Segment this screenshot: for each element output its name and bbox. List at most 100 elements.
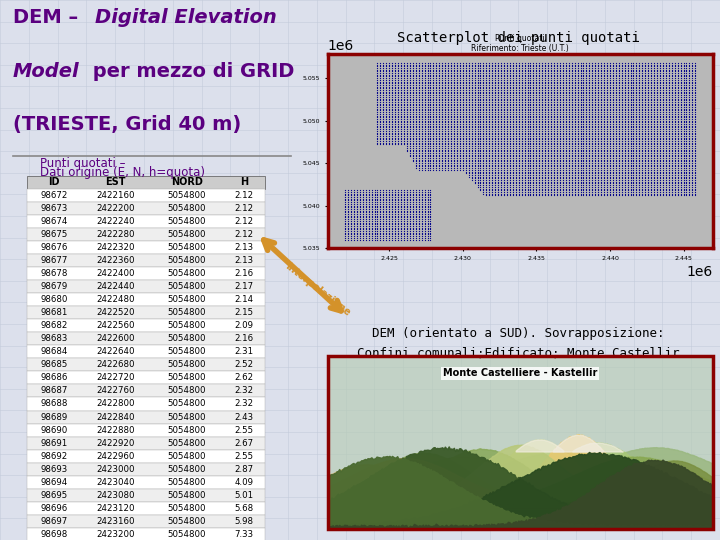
Point: [631, 80, 642, 89]
Point: [616, 150, 628, 159]
Point: [657, 72, 669, 81]
Point: [545, 174, 557, 183]
Point: [642, 84, 654, 93]
Point: [381, 193, 392, 201]
Point: [413, 221, 424, 230]
Bar: [27, 332, 265, 345]
Point: [534, 96, 545, 105]
Point: [663, 144, 675, 152]
Point: [413, 137, 424, 145]
Point: [469, 92, 480, 101]
Point: [595, 145, 607, 154]
Point: [463, 72, 474, 81]
Point: [593, 96, 604, 105]
Point: [398, 203, 410, 212]
Point: [528, 92, 539, 101]
Point: [604, 162, 616, 171]
Point: [384, 208, 395, 217]
Point: [645, 74, 657, 83]
Point: [631, 96, 642, 105]
Point: [680, 99, 692, 108]
Point: [554, 152, 566, 160]
Point: [536, 120, 548, 129]
Point: [672, 186, 683, 194]
Point: [516, 150, 528, 159]
Point: [390, 130, 401, 139]
Point: [345, 188, 356, 197]
Point: [428, 125, 439, 133]
Point: [510, 94, 521, 103]
Point: [522, 179, 534, 188]
Point: [410, 212, 421, 220]
Point: [584, 116, 595, 125]
Point: [504, 137, 516, 145]
Point: [484, 123, 495, 132]
Point: [472, 76, 483, 84]
Point: [480, 58, 492, 67]
Point: [648, 96, 660, 105]
Point: [525, 176, 536, 184]
Text: EST: EST: [106, 177, 126, 187]
Point: [593, 178, 604, 186]
Point: [577, 126, 589, 135]
Point: [474, 142, 486, 151]
Point: [598, 176, 610, 184]
Point: [560, 150, 572, 159]
Point: [457, 82, 469, 91]
Point: [687, 160, 698, 169]
Point: [387, 82, 398, 91]
Point: [539, 181, 551, 190]
Point: [584, 92, 595, 101]
Point: [616, 156, 628, 164]
Point: [613, 69, 624, 77]
Point: [407, 145, 418, 154]
Point: [516, 171, 528, 179]
Point: [601, 171, 613, 179]
Text: 98689: 98689: [40, 413, 68, 422]
Point: [598, 116, 610, 125]
Point: [549, 108, 560, 117]
Point: [639, 133, 651, 142]
Point: [595, 164, 607, 172]
Point: [401, 132, 413, 140]
Point: [690, 190, 701, 198]
Point: [584, 160, 595, 169]
Point: [351, 224, 363, 232]
Point: [351, 188, 363, 197]
Point: [474, 86, 486, 94]
Point: [542, 113, 554, 122]
Point: [398, 130, 410, 139]
Point: [387, 235, 398, 244]
Point: [575, 113, 586, 122]
Point: [422, 82, 433, 91]
Point: [595, 113, 607, 122]
Point: [678, 171, 689, 179]
Point: [604, 130, 616, 139]
Point: [652, 126, 663, 135]
Point: [672, 171, 683, 179]
Point: [604, 62, 616, 71]
Point: [642, 172, 654, 181]
Point: [669, 65, 680, 74]
Point: [552, 60, 563, 69]
Point: [487, 126, 498, 135]
Point: [490, 82, 501, 91]
Point: [678, 181, 689, 190]
Point: [384, 201, 395, 210]
Point: [678, 140, 689, 149]
Point: [560, 113, 572, 122]
Point: [639, 98, 651, 106]
Text: 98697: 98697: [40, 517, 68, 526]
Point: [439, 137, 451, 145]
Point: [507, 101, 518, 110]
Point: [613, 137, 624, 145]
Point: [552, 72, 563, 81]
Point: [625, 111, 636, 120]
Point: [598, 154, 610, 163]
Point: [645, 82, 657, 91]
Point: [645, 191, 657, 200]
Point: [575, 150, 586, 159]
Point: [460, 87, 472, 96]
Point: [374, 188, 386, 197]
Point: [401, 76, 413, 84]
